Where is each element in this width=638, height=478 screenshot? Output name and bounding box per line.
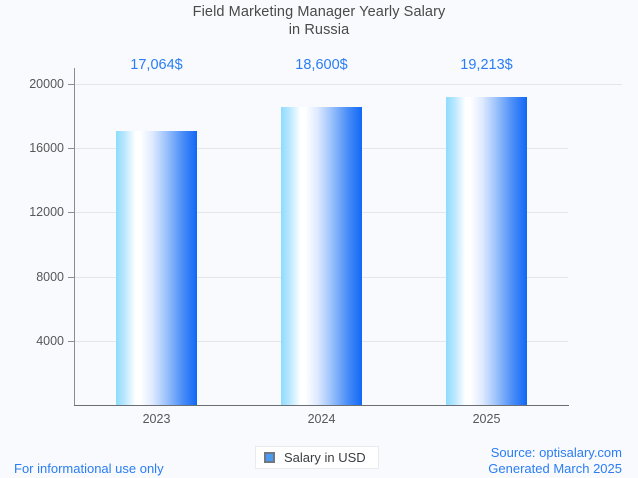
bar-value-label-2025: 19,213$	[460, 57, 513, 73]
x-axis-label-2024: 2024	[307, 412, 336, 426]
x-axis-label-2023: 2023	[142, 412, 171, 426]
y-axis-tick	[68, 212, 74, 214]
y-axis-labels: 4000 8000 12000 16000 20000	[0, 0, 64, 478]
chart-title-line-2: in Russia	[288, 22, 350, 38]
x-axis-label-2025: 2025	[472, 412, 501, 426]
y-axis-tick-label: 20000	[29, 77, 64, 92]
y-axis-tick-label: 16000	[29, 141, 64, 156]
chart-legend[interactable]: Salary in USD	[255, 446, 379, 469]
y-axis-tick	[68, 84, 74, 86]
bar-value-label-2024: 18,600$	[295, 57, 348, 73]
footer-disclaimer: For informational use only	[14, 461, 164, 476]
chart-title: Field Marketing Manager Yearly Salary in…	[0, 3, 638, 39]
legend-swatch-icon	[264, 452, 275, 463]
y-axis-tick	[68, 340, 74, 342]
bar-2023[interactable]	[116, 131, 197, 405]
bar-value-label-2023: 17,064$	[130, 57, 183, 73]
y-axis-tick	[68, 276, 74, 278]
bars-layer	[74, 68, 622, 405]
gridline	[74, 84, 622, 86]
bar-2025[interactable]	[446, 96, 527, 405]
y-axis-line	[74, 68, 75, 405]
footer-source-block: Source: optisalary.com Generated March 2…	[488, 445, 622, 477]
chart-title-line-1: Field Marketing Manager Yearly Salary	[192, 4, 446, 20]
y-axis-tick	[68, 148, 74, 150]
x-axis-line	[74, 405, 569, 406]
y-axis-tick-label: 12000	[29, 205, 64, 220]
legend-label-salary-in-usd: Salary in USD	[284, 450, 366, 465]
y-axis-tick-label: 4000	[36, 333, 64, 348]
bar-2024[interactable]	[281, 106, 362, 405]
footer-source: Source: optisalary.com	[490, 445, 622, 460]
y-axis-tick-label: 8000	[36, 269, 64, 284]
footer-generated: Generated March 2025	[488, 461, 622, 476]
